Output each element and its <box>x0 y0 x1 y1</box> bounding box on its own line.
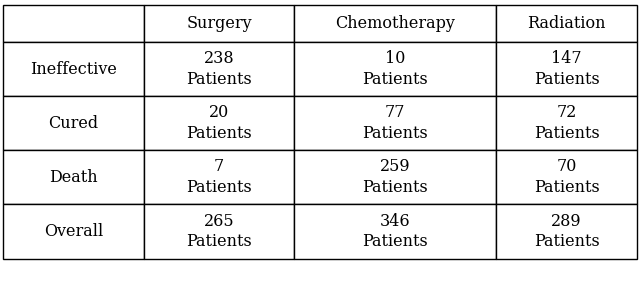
Text: Death: Death <box>49 169 98 186</box>
Text: 10
Patients: 10 Patients <box>362 50 428 88</box>
Bar <box>143 5 294 42</box>
Bar <box>3 96 143 150</box>
Bar <box>3 204 143 259</box>
Bar <box>3 42 143 96</box>
Bar <box>497 42 637 96</box>
Bar <box>294 5 497 42</box>
Text: Overall: Overall <box>44 223 103 240</box>
Bar <box>497 204 637 259</box>
Text: 20
Patients: 20 Patients <box>186 104 252 142</box>
Bar <box>294 96 497 150</box>
Bar <box>497 96 637 150</box>
Text: Ineffective: Ineffective <box>30 61 117 78</box>
Text: 77
Patients: 77 Patients <box>362 104 428 142</box>
Bar <box>3 5 143 42</box>
Bar <box>294 204 497 259</box>
Text: 346
Patients: 346 Patients <box>362 213 428 251</box>
Bar <box>497 150 637 204</box>
Text: 289
Patients: 289 Patients <box>534 213 600 251</box>
Text: 238
Patients: 238 Patients <box>186 50 252 88</box>
Bar <box>294 150 497 204</box>
Text: Surgery: Surgery <box>186 15 252 32</box>
Bar <box>3 150 143 204</box>
Bar <box>497 5 637 42</box>
Bar <box>143 42 294 96</box>
Text: Radiation: Radiation <box>527 15 606 32</box>
Bar <box>143 150 294 204</box>
Bar <box>143 96 294 150</box>
Text: 265
Patients: 265 Patients <box>186 213 252 251</box>
Bar <box>143 204 294 259</box>
Text: 7
Patients: 7 Patients <box>186 159 252 196</box>
Text: 147
Patients: 147 Patients <box>534 50 600 88</box>
Text: Cured: Cured <box>49 115 99 132</box>
Text: Chemotherapy: Chemotherapy <box>335 15 455 32</box>
Text: 259
Patients: 259 Patients <box>362 159 428 196</box>
Text: 70
Patients: 70 Patients <box>534 159 600 196</box>
Text: 72
Patients: 72 Patients <box>534 104 600 142</box>
Bar <box>294 42 497 96</box>
